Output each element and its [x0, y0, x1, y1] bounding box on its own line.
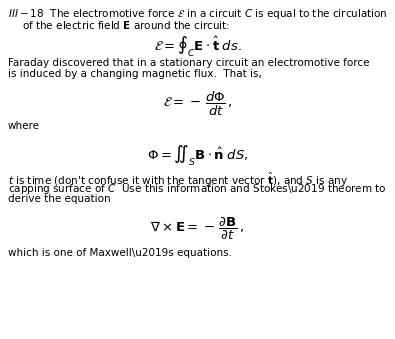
Text: $\mathit{III-18}$  The electromotive force $\mathcal{E}$ in a circuit $C$ is equ: $\mathit{III-18}$ The electromotive forc…	[8, 7, 387, 21]
Text: derive the equation: derive the equation	[8, 194, 111, 204]
Text: $\mathcal{E} = -\,\dfrac{d\Phi}{dt}\,,$: $\mathcal{E} = -\,\dfrac{d\Phi}{dt}\,,$	[163, 90, 232, 118]
Text: $t$ is time (don't confuse it with the tangent vector $\hat{\mathbf{t}}$), and $: $t$ is time (don't confuse it with the t…	[8, 171, 348, 189]
Text: is induced by a changing magnetic flux.  That is,: is induced by a changing magnetic flux. …	[8, 69, 262, 79]
Text: of the electric field $\mathbf{E}$ around the circuit:: of the electric field $\mathbf{E}$ aroun…	[22, 19, 230, 31]
Text: where: where	[8, 121, 40, 131]
Text: $\nabla \times \mathbf{E} = -\,\dfrac{\partial \mathbf{B}}{\partial t}\,,$: $\nabla \times \mathbf{E} = -\,\dfrac{\p…	[150, 216, 245, 242]
Text: Faraday discovered that in a stationary circuit an electromotive force: Faraday discovered that in a stationary …	[8, 58, 369, 67]
Text: which is one of Maxwell\u2019s equations.: which is one of Maxwell\u2019s equations…	[8, 248, 232, 258]
Text: capping surface of $C$  Use this information and Stokes\u2019 theorem to: capping surface of $C$ Use this informat…	[8, 182, 386, 196]
Text: $\mathcal{E} = \oint_C \mathbf{E} \cdot \hat{\mathbf{t}}\; ds.$: $\mathcal{E} = \oint_C \mathbf{E} \cdot …	[154, 34, 241, 59]
Text: $\Phi = \iint_S \mathbf{B} \cdot \hat{\mathbf{n}}\; dS,$: $\Phi = \iint_S \mathbf{B} \cdot \hat{\m…	[147, 143, 248, 168]
